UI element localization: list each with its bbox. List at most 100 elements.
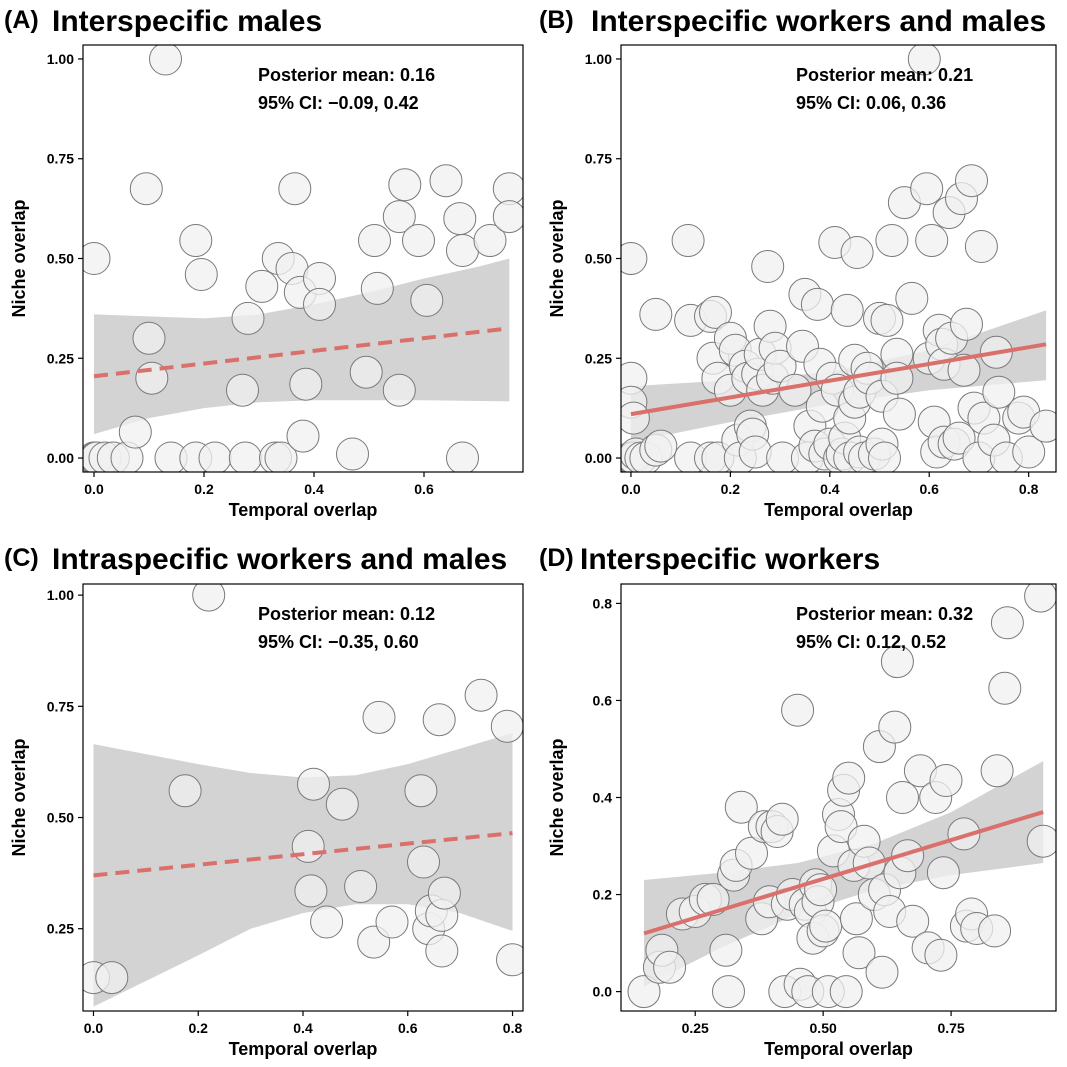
posterior-annotation: Posterior mean: 0.12 [258, 604, 435, 624]
data-point [990, 606, 1024, 640]
regression-line [643, 810, 1044, 936]
data-point [1024, 584, 1056, 613]
data-point [735, 836, 768, 870]
y-tick-label: 0.2 [593, 887, 613, 903]
data-point [882, 397, 916, 431]
data-point [1029, 409, 1056, 443]
data-point [947, 353, 981, 387]
y-tick-label: 0.50 [47, 251, 74, 267]
data-point [362, 700, 396, 734]
data-point [763, 349, 797, 383]
data-point [724, 790, 758, 824]
panel-c: (C) Intraspecific workers and males 0.0 0… [4, 543, 524, 1059]
data-point [712, 975, 745, 1009]
data-point [410, 283, 444, 317]
data-point [942, 421, 976, 455]
data-point [496, 943, 523, 977]
data-point [709, 933, 743, 967]
data-point [303, 287, 336, 321]
panel-letter: (A) [4, 6, 39, 34]
data-point [653, 950, 687, 984]
regression-line [93, 831, 513, 878]
data-point [310, 905, 344, 939]
data-point [360, 271, 394, 305]
data-point [696, 882, 730, 916]
y-axis-label: Niche overlap [9, 738, 29, 856]
data-point [870, 303, 904, 337]
plot-area [621, 45, 1056, 472]
panel-d: (D) Interspecific workers 0.25 0.50 0.75 0.… [539, 543, 1057, 1059]
data-point [891, 839, 925, 873]
data-point [809, 909, 843, 943]
data-point [627, 975, 661, 1009]
data-point [840, 236, 874, 269]
data-point [781, 693, 815, 727]
data-point [929, 764, 963, 797]
data-point [388, 168, 422, 202]
x-axis-label: Temporal overlap [229, 1039, 378, 1059]
x-tick-label: 0.0 [621, 481, 641, 497]
data-point [184, 258, 218, 291]
data-point [886, 781, 919, 814]
data-point [644, 429, 678, 463]
data-point [289, 367, 323, 401]
x-tick-label: 0.75 [937, 1020, 964, 1036]
data-point [443, 202, 477, 236]
x-tick-label: 0.6 [398, 1020, 418, 1036]
y-tick-label: 0.50 [585, 251, 612, 267]
data-point [83, 242, 111, 275]
data-point [132, 321, 166, 355]
data-point [95, 961, 129, 995]
data-point [192, 584, 226, 612]
data-point [978, 914, 1012, 948]
x-tick-label: 0.8 [503, 1020, 523, 1036]
y-tick-label: 1.00 [585, 51, 612, 67]
posterior-annotation: 95% CI: 0.12, 0.52 [796, 632, 946, 652]
data-point [344, 870, 378, 903]
y-axis-label: Niche overlap [547, 738, 567, 856]
data-point [264, 441, 298, 472]
x-tick-label: 0.2 [721, 481, 741, 497]
data-point [895, 281, 929, 315]
data-point [198, 441, 232, 472]
panel-letter: (B) [539, 6, 574, 34]
regression-line [630, 342, 1047, 417]
panel-title: Intraspecific workers and males [52, 543, 507, 576]
data-point [325, 787, 359, 821]
data-point [751, 250, 785, 283]
x-tick-label: 0.4 [304, 481, 324, 497]
data-point [294, 874, 328, 908]
y-tick-label: 0.25 [47, 350, 74, 366]
y-tick-label: 0.4 [593, 790, 613, 806]
data-point [129, 172, 163, 206]
data-point [118, 415, 152, 449]
panel-title: Interspecific workers [580, 543, 880, 576]
y-tick-label: 0.75 [47, 151, 74, 167]
x-axis-label: Temporal overlap [764, 1039, 913, 1059]
y-tick-label: 0.50 [47, 810, 74, 826]
y-tick-label: 0.75 [585, 151, 612, 167]
plot-area [83, 45, 523, 472]
x-tick-label: 0.4 [820, 481, 840, 497]
data-point [875, 224, 909, 257]
data-point [842, 936, 876, 970]
data-point [924, 938, 958, 972]
panel-a: (A) Interspecific males 0.0 0.2 0.4 0.6 0.00… [4, 5, 524, 520]
data-point [621, 242, 648, 275]
data-point [231, 301, 265, 335]
data-point [425, 934, 459, 968]
data-point [427, 876, 461, 910]
posterior-annotation: 95% CI: −0.35, 0.60 [258, 632, 419, 652]
y-tick-label: 1.00 [47, 51, 74, 67]
x-tick-label: 0.4 [293, 1020, 313, 1036]
data-point [278, 172, 312, 206]
posterior-annotation: Posterior mean: 0.32 [796, 604, 973, 624]
data-point [926, 856, 960, 890]
data-point [896, 904, 930, 938]
panel-letter: (D) [539, 544, 574, 572]
posterior-annotation: Posterior mean: 0.16 [258, 65, 435, 85]
x-tick-label: 0.50 [810, 1020, 837, 1036]
data-point [947, 817, 981, 851]
data-point [950, 307, 983, 341]
